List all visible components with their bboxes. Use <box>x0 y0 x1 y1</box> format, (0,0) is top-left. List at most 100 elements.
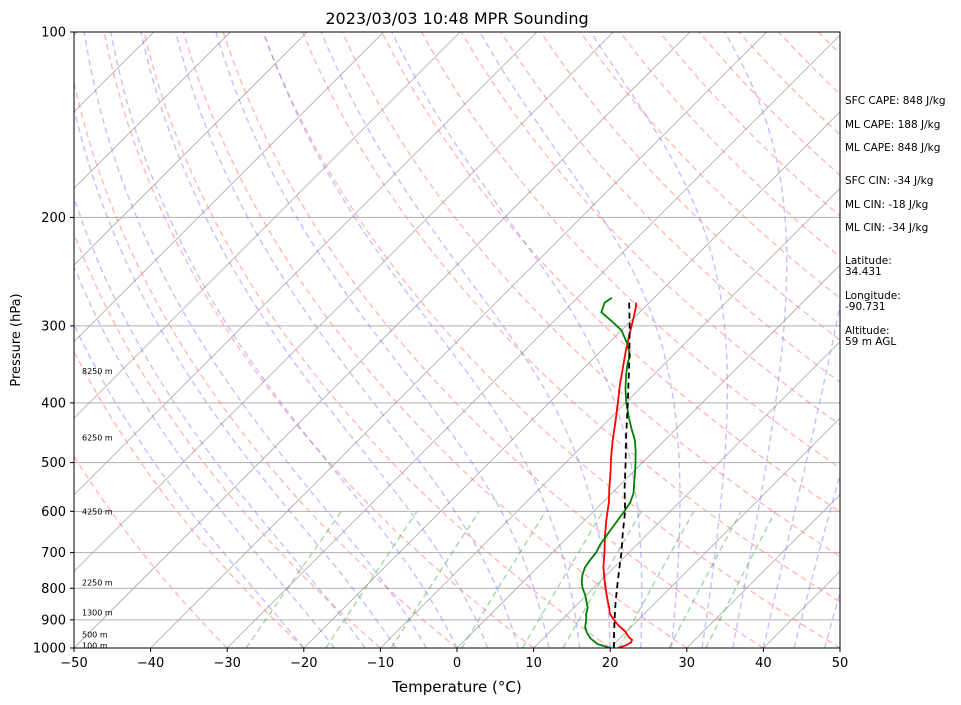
dry-adiabat-line <box>103 32 535 648</box>
moist-adiabat-line <box>263 32 581 648</box>
dry-adiabat-line <box>74 349 305 648</box>
moist-adiabat-line <box>83 32 427 648</box>
isotherm-line <box>456 264 840 648</box>
isotherm-line <box>74 32 384 343</box>
height-label: 500 m <box>82 630 108 639</box>
moist-adiabat-line <box>74 105 397 648</box>
y-axis-label: Pressure (hPa) <box>9 293 24 386</box>
y-axis-ticks: 100 200 300 400 500 600 700 800 900 1000 <box>33 26 74 657</box>
x-tick-label: 0 <box>453 656 461 671</box>
dry-adiabat-line <box>74 231 381 648</box>
height-label: 2250 m <box>82 579 113 588</box>
location-label: Longitude: <box>845 290 901 302</box>
y-tick-label: 400 <box>41 396 66 411</box>
chart-title: 2023/03/03 10:48 MPR Sounding <box>325 9 588 28</box>
isotherm-line <box>74 32 308 266</box>
sounding-series <box>580 296 637 648</box>
mixing-ratio-line <box>562 510 642 648</box>
moist-adiabat-line <box>391 32 643 648</box>
moist-adiabat-line <box>793 472 840 648</box>
height-label: 4250 m <box>82 507 113 516</box>
location-value: 34.431 <box>845 266 882 278</box>
isotherm-line <box>380 187 840 648</box>
x-tick-label: 40 <box>755 656 772 671</box>
isotherm-line <box>686 494 840 648</box>
height-label: 1300 m <box>82 608 113 617</box>
mixing-ratio-line <box>390 510 480 648</box>
stat-line: SFC CIN: -34 J/kg <box>845 175 933 187</box>
dry-adiabat-line <box>182 32 688 648</box>
x-tick-label: 10 <box>525 656 542 671</box>
isotherm-line <box>150 32 767 648</box>
dry-adiabat-line <box>579 32 840 300</box>
isobar-gridlines <box>74 216 840 621</box>
x-tick-label: 20 <box>602 656 619 671</box>
dewpoint-line <box>580 296 637 648</box>
mixing-ratio-lines <box>245 510 777 648</box>
y-tick-label: 500 <box>41 456 66 471</box>
y-tick-label: 100 <box>41 26 66 41</box>
y-tick-label: 300 <box>41 319 66 334</box>
isotherm-line <box>226 34 840 648</box>
height-label: 100 m <box>82 641 108 650</box>
mixing-ratio-line <box>245 510 342 648</box>
x-tick-label: −40 <box>137 656 164 671</box>
dry-adiabat-line <box>262 32 840 648</box>
mixing-ratio-line <box>325 510 418 648</box>
parcel_profile-line <box>613 299 631 648</box>
sounding-stats-panel: SFC CAPE: 848 J/kg ML CAPE: 188 J/kg ML CA… <box>845 95 946 348</box>
stat-line: SFC CAPE: 848 J/kg <box>845 95 946 107</box>
isotherm-line <box>74 32 691 648</box>
isotherm-line <box>74 32 614 572</box>
mixing-ratio-line <box>461 510 547 648</box>
moist-adiabat-line <box>590 32 729 648</box>
mixing-ratio-line <box>668 510 742 648</box>
moist-adiabat-line <box>74 264 335 648</box>
x-tick-label: 30 <box>679 656 696 671</box>
mixing-ratio-line <box>705 510 777 648</box>
mixing-ratio-line <box>618 510 695 648</box>
y-tick-label: 200 <box>41 211 66 226</box>
dry-adiabat-line <box>74 79 458 648</box>
x-tick-label: −10 <box>367 656 394 671</box>
isotherm-line <box>609 417 840 648</box>
mixing-ratio-line <box>521 510 604 648</box>
height-label: 6250 m <box>82 433 113 442</box>
location-value: 59 m AGL <box>845 336 896 348</box>
stat-line: ML CIN: -34 J/kg <box>845 222 928 234</box>
y-tick-label: 900 <box>41 613 66 628</box>
temperature-line <box>602 302 637 648</box>
isotherm-line <box>74 32 461 419</box>
stat-line: ML CAPE: 848 J/kg <box>845 142 940 154</box>
x-tick-label: −30 <box>213 656 240 671</box>
dry-adiabat-line <box>143 32 611 648</box>
isotherm-line <box>74 32 231 189</box>
moist-adiabat-line <box>762 301 840 648</box>
x-tick-label: −20 <box>290 656 317 671</box>
stat-line: ML CAPE: 188 J/kg <box>845 119 940 131</box>
moist-adiabat-line <box>724 32 788 648</box>
moist-adiabat-line <box>110 32 458 648</box>
x-tick-label: −50 <box>60 656 87 671</box>
moist-adiabat-line <box>74 195 366 648</box>
moist-adiabat-line <box>824 590 840 648</box>
moist-adiabat-line <box>479 32 681 648</box>
isotherm-lines <box>74 32 840 648</box>
plot-area <box>74 32 840 648</box>
y-tick-label: 700 <box>41 546 66 561</box>
x-tick-label: 50 <box>832 656 849 671</box>
moist-adiabat-line <box>174 32 519 648</box>
height-label: 8250 m <box>82 367 113 376</box>
y-tick-label: 600 <box>41 505 66 520</box>
isotherm-line <box>74 32 538 496</box>
height-labels: 8250 m 6250 m 4250 m 2250 m 1300 m 500 m 100 m <box>82 367 113 650</box>
stat-line: ML CIN: -18 J/kg <box>845 199 928 211</box>
location-value: -90.731 <box>845 301 886 313</box>
y-tick-label: 800 <box>41 582 66 597</box>
location-label: Altitude: <box>845 325 890 337</box>
x-axis-ticks: −50 −40 −30 −20 −10 0 10 20 30 40 50 <box>60 648 848 671</box>
dry-adiabat-lines <box>74 32 840 648</box>
moist-adiabat-line <box>215 32 550 648</box>
y-tick-label: 1000 <box>33 642 66 657</box>
